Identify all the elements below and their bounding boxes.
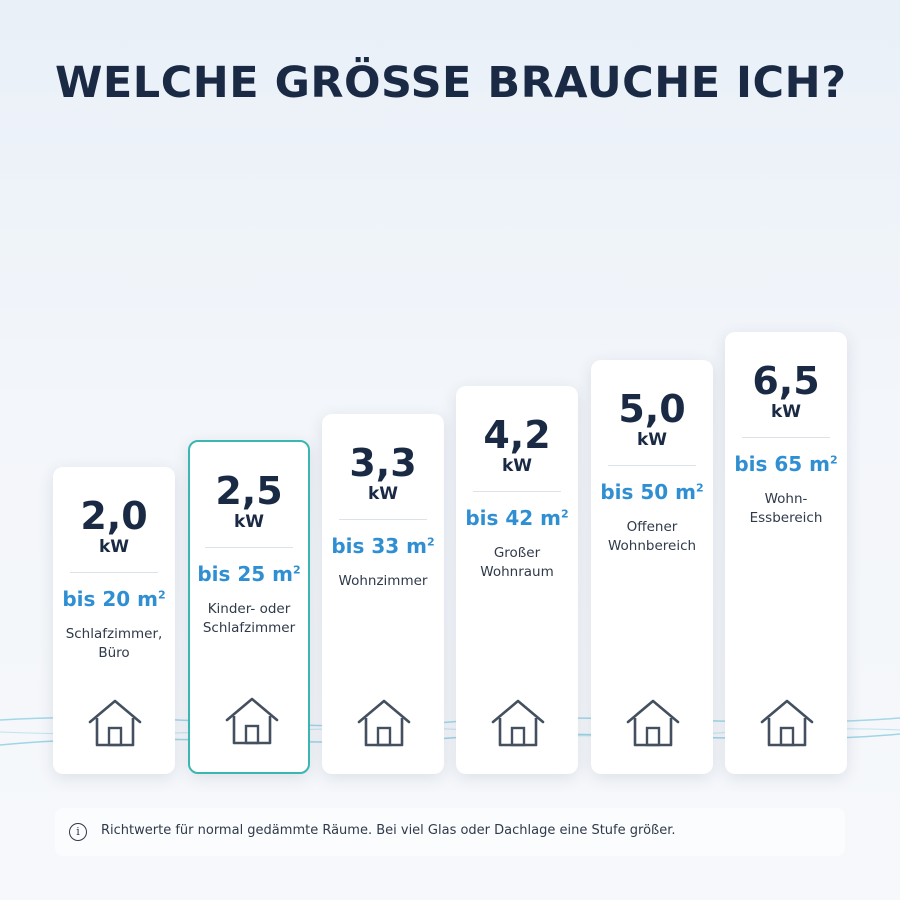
power-unit: kW xyxy=(367,484,399,504)
power-value: 5,0 xyxy=(618,387,686,431)
area-text: bis 33 m xyxy=(331,534,428,558)
info-note-text: Richtwerte für normal gedämmte Räume. Be… xyxy=(101,823,676,838)
room-label-line: Wohn-Essbereich xyxy=(749,491,823,526)
power-unit: kW xyxy=(233,512,265,532)
size-card-4[interactable]: 4,2 kW bis 42 m2 Großer Wohnraum xyxy=(456,386,578,774)
area-exponent: 2 xyxy=(158,588,166,602)
area-label: bis 20 m2 xyxy=(53,587,175,611)
room-label-line: Offener xyxy=(626,519,678,535)
power-value: 6,5 xyxy=(752,359,820,403)
divider xyxy=(473,491,561,492)
size-card-1[interactable]: 2,0 kW bis 20 m2 Schlafzimmer, Büro xyxy=(53,467,175,774)
room-label-line: Schlafzimmer, xyxy=(65,626,163,642)
size-card-2[interactable]: 2,5 kW bis 25 m2 Kinder- oder Schlafzimmer xyxy=(188,440,310,774)
area-exponent: 2 xyxy=(561,507,569,521)
power-value: 3,3 xyxy=(349,441,417,485)
power-unit: kW xyxy=(636,430,668,450)
room-label: Wohnzimmer xyxy=(322,572,444,591)
area-text: bis 50 m xyxy=(600,480,697,504)
divider xyxy=(70,572,158,573)
area-text: bis 25 m xyxy=(197,562,294,586)
divider xyxy=(742,437,830,438)
page-title: WELCHE GRÖSSE BRAUCHE ICH? xyxy=(55,58,847,108)
divider xyxy=(608,465,696,466)
size-card-5[interactable]: 5,0 kW bis 50 m2 Offener Wohnbereich xyxy=(591,360,713,774)
area-label: bis 33 m2 xyxy=(322,534,444,558)
area-label: bis 25 m2 xyxy=(190,562,308,586)
room-label: Großer Wohnraum xyxy=(456,544,578,582)
area-text: bis 20 m xyxy=(62,587,159,611)
power-unit: kW xyxy=(501,456,533,476)
room-label-line: Schlafzimmer xyxy=(202,620,296,636)
divider xyxy=(339,519,427,520)
room-label-line: Wohnbereich xyxy=(607,538,697,554)
size-card-6[interactable]: 6,5 kW bis 65 m2 Wohn-Essbereich xyxy=(725,332,847,774)
area-exponent: 2 xyxy=(293,563,301,577)
power-value: 2,0 xyxy=(80,494,148,538)
info-icon: i xyxy=(69,823,87,841)
power-value: 4,2 xyxy=(483,413,551,457)
room-label: Wohn-Essbereich xyxy=(725,490,847,528)
area-label: bis 42 m2 xyxy=(456,506,578,530)
area-text: bis 42 m xyxy=(465,506,562,530)
area-text: bis 65 m xyxy=(734,452,831,476)
room-label: Kinder- oder Schlafzimmer xyxy=(190,600,308,638)
house-icon xyxy=(625,698,681,748)
power-value: 2,5 xyxy=(215,469,283,513)
info-note: i Richtwerte für normal gedämmte Räume. … xyxy=(55,808,845,856)
area-label: bis 50 m2 xyxy=(591,480,713,504)
room-label-line: Großer xyxy=(493,545,541,561)
area-exponent: 2 xyxy=(830,453,838,467)
room-label-line: Wohnzimmer xyxy=(338,573,428,589)
room-label: Offener Wohnbereich xyxy=(591,518,713,556)
size-card-3[interactable]: 3,3 kW bis 33 m2 Wohnzimmer xyxy=(322,414,444,774)
house-icon xyxy=(87,698,143,748)
area-exponent: 2 xyxy=(427,535,435,549)
house-icon xyxy=(224,696,280,746)
house-icon xyxy=(490,698,546,748)
power-unit: kW xyxy=(770,402,802,422)
room-label-line: Büro xyxy=(98,645,130,661)
area-label: bis 65 m2 xyxy=(725,452,847,476)
house-icon xyxy=(759,698,815,748)
room-label-line: Wohnraum xyxy=(480,564,554,580)
house-icon xyxy=(356,698,412,748)
room-label-line: Kinder- oder xyxy=(207,601,291,617)
room-label: Schlafzimmer, Büro xyxy=(53,625,175,663)
area-exponent: 2 xyxy=(696,481,704,495)
divider xyxy=(205,547,293,548)
power-unit: kW xyxy=(98,537,130,557)
